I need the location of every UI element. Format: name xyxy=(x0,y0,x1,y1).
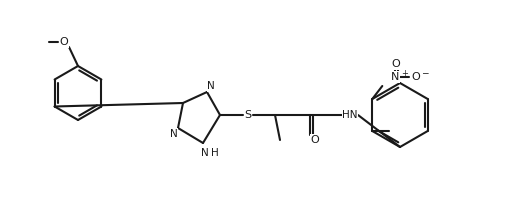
Text: O: O xyxy=(391,59,400,69)
Text: N: N xyxy=(207,81,215,91)
Text: O: O xyxy=(411,72,419,82)
Text: S: S xyxy=(244,110,252,120)
Text: N: N xyxy=(170,129,178,139)
Text: O: O xyxy=(311,135,319,145)
Text: −: − xyxy=(421,68,429,77)
Text: HN: HN xyxy=(342,110,358,120)
Text: +: + xyxy=(401,68,408,77)
Text: N: N xyxy=(391,72,400,82)
Text: N: N xyxy=(201,148,209,158)
Text: O: O xyxy=(59,37,68,47)
Text: H: H xyxy=(211,148,219,158)
